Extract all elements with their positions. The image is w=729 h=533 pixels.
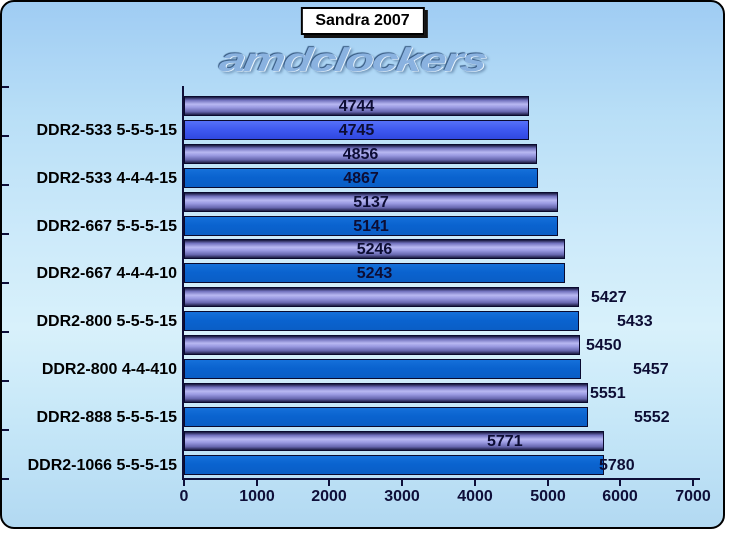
x-axis-tick bbox=[474, 480, 476, 486]
x-axis-tick-label: 2000 bbox=[311, 488, 347, 505]
value-axis-line bbox=[182, 478, 700, 480]
x-axis-tick-label: 7000 bbox=[675, 488, 711, 505]
x-axis-tick-label: 4000 bbox=[457, 488, 493, 505]
x-axis-tick bbox=[547, 480, 549, 486]
bar bbox=[184, 96, 529, 116]
x-axis-tick-label: 1000 bbox=[239, 488, 275, 505]
x-axis-tick bbox=[619, 480, 621, 486]
bar bbox=[184, 120, 529, 140]
bar bbox=[184, 311, 579, 331]
category-label: DDR2-533 5-5-5-15 bbox=[36, 122, 177, 139]
category-label: DDR2-667 4-4-4-10 bbox=[36, 265, 177, 282]
bar bbox=[184, 383, 588, 403]
x-axis-tick-label: 5000 bbox=[530, 488, 566, 505]
left-border-tick bbox=[2, 233, 9, 235]
bar-value-label: 5246 bbox=[356, 241, 393, 258]
bar-value-label: 5137 bbox=[353, 194, 389, 211]
chart-title: Sandra 2007 bbox=[315, 12, 410, 29]
left-border-tick bbox=[2, 184, 9, 186]
bar-value-label: 5552 bbox=[634, 409, 670, 426]
x-axis-tick bbox=[183, 480, 185, 486]
watermark-logo: amdclockers bbox=[217, 40, 489, 78]
bar bbox=[184, 239, 565, 259]
bar bbox=[184, 335, 580, 355]
x-axis-tick-label: 3000 bbox=[384, 488, 420, 505]
category-label: DDR2-533 4-4-4-15 bbox=[36, 170, 177, 187]
bar bbox=[184, 455, 604, 475]
bar-value-label: 4867 bbox=[343, 170, 379, 187]
left-border-tick bbox=[2, 478, 9, 480]
x-axis-tick bbox=[256, 480, 258, 486]
bar-value-label: 5433 bbox=[617, 313, 653, 330]
category-label: DDR2-800 4-4-410 bbox=[41, 361, 177, 378]
bar-value-label: 5450 bbox=[586, 337, 622, 354]
bar-value-label: 5780 bbox=[599, 457, 635, 474]
bar bbox=[184, 407, 588, 427]
bar bbox=[184, 192, 558, 212]
bar-value-label: 5457 bbox=[633, 361, 669, 378]
left-border-tick bbox=[2, 282, 9, 284]
category-label: DDR2-800 5-5-5-15 bbox=[36, 313, 177, 330]
bar-value-label: 5243 bbox=[356, 265, 393, 282]
bar bbox=[184, 144, 537, 164]
bar-value-label: 5771 bbox=[487, 433, 523, 450]
chart-title-box: Sandra 2007 bbox=[300, 7, 425, 35]
bar-value-label: 5427 bbox=[591, 289, 627, 306]
left-border-tick bbox=[2, 86, 9, 88]
x-axis-tick-label: 0 bbox=[179, 488, 189, 505]
bar-value-label: 4745 bbox=[338, 122, 375, 139]
bar-value-label: 5141 bbox=[353, 218, 389, 235]
bar bbox=[184, 216, 558, 236]
category-label: DDR2-667 5-5-5-15 bbox=[36, 218, 177, 235]
bar bbox=[184, 263, 565, 283]
bar-value-label: 4744 bbox=[338, 98, 375, 115]
bar bbox=[184, 431, 604, 451]
x-axis-tick bbox=[401, 480, 403, 486]
bar-value-label: 5551 bbox=[590, 385, 626, 402]
bar bbox=[184, 168, 538, 188]
left-border-tick bbox=[2, 331, 9, 333]
bar bbox=[184, 359, 581, 379]
category-label: DDR2-1066 5-5-5-15 bbox=[27, 457, 177, 474]
x-axis-tick bbox=[692, 480, 694, 486]
left-border-tick bbox=[2, 380, 9, 382]
bar bbox=[184, 287, 579, 307]
category-axis-line bbox=[182, 86, 184, 480]
left-border-tick bbox=[2, 135, 9, 137]
category-label: DDR2-888 5-5-5-15 bbox=[36, 409, 177, 426]
x-axis-tick-label: 6000 bbox=[602, 488, 638, 505]
left-border-tick bbox=[2, 429, 9, 431]
bar-value-label: 4856 bbox=[342, 146, 379, 163]
x-axis-tick bbox=[328, 480, 330, 486]
